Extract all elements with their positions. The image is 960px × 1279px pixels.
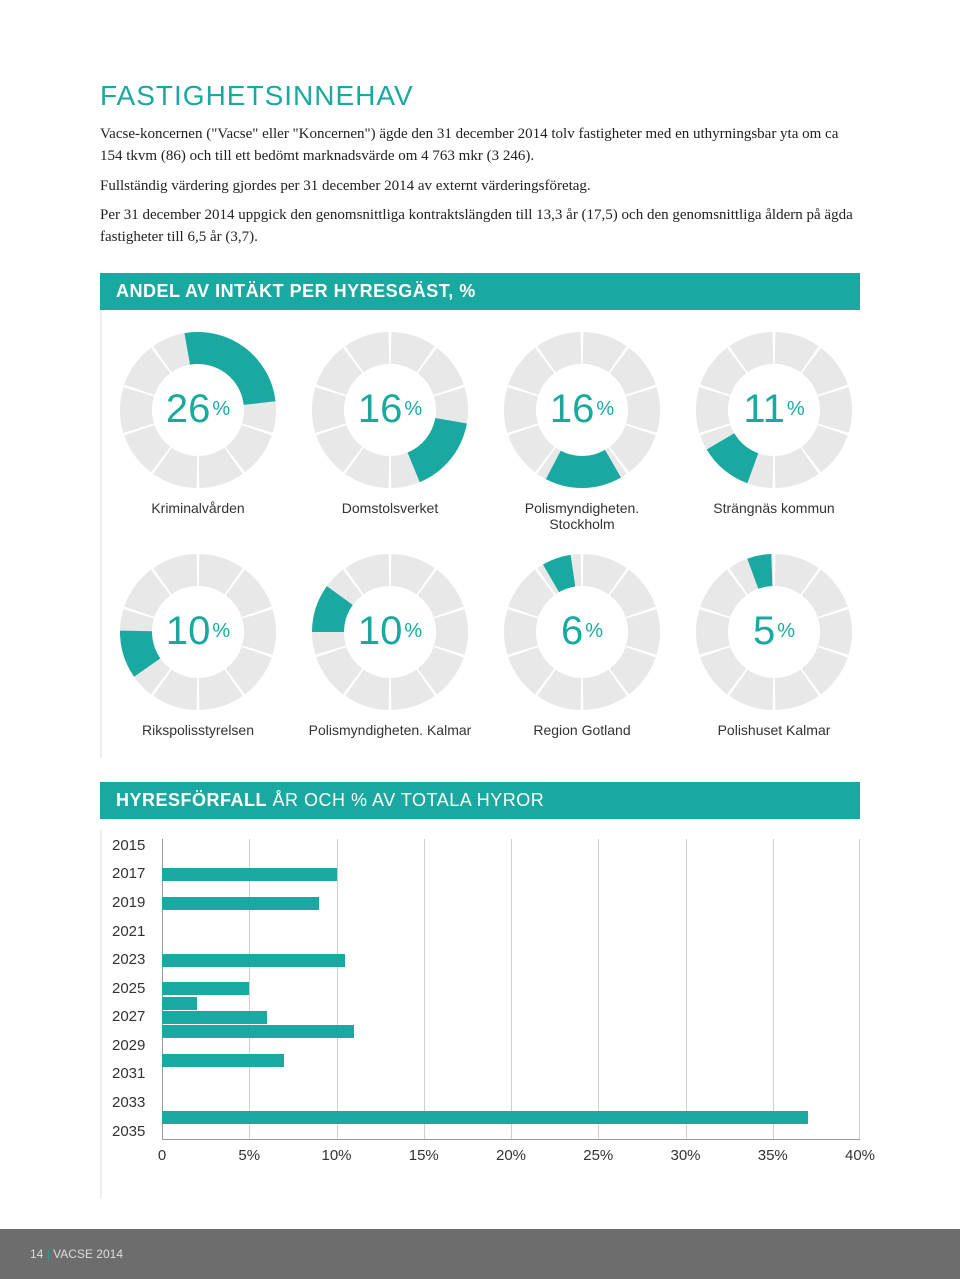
bar-x-label: 10%: [321, 1147, 351, 1164]
donut-chart: 16%: [502, 330, 662, 490]
bar-banner-bold: HYRESFÖRFALL: [116, 790, 267, 810]
donut-label: Region Gotland: [533, 722, 630, 738]
donut-chart: 11%: [694, 330, 854, 490]
donut-value: 26%: [118, 330, 278, 490]
donut-chart: 26%: [118, 330, 278, 490]
donut-label: Polismyndigheten. Kalmar: [309, 722, 472, 738]
donut-chart: 5%: [694, 552, 854, 712]
donut-cell: 10% Polismyndigheten. Kalmar: [304, 552, 476, 738]
donut-label: Polismyndigheten. Stockholm: [496, 500, 668, 532]
bar-y-label: 2033: [112, 1094, 145, 1111]
bar: [162, 982, 249, 995]
bar: [162, 954, 345, 967]
intro-paragraph: Per 31 december 2014 uppgick den genomsn…: [100, 205, 860, 249]
bar: [162, 868, 337, 881]
donut-cell: 26% Kriminalvården: [112, 330, 284, 532]
donut-cell: 5% Polishuset Kalmar: [688, 552, 860, 738]
donut-value: 16%: [502, 330, 662, 490]
donut-chart: 16%: [310, 330, 470, 490]
donut-label: Strängnäs kommun: [713, 500, 834, 516]
intro-paragraphs: Vacse-koncernen ("Vacse" eller "Koncerne…: [100, 124, 860, 249]
bar-y-label: 2021: [112, 923, 145, 940]
donut-cell: 16% Domstolsverket: [304, 330, 476, 532]
bar-x-label: 20%: [496, 1147, 526, 1164]
bar-y-label: 2025: [112, 980, 145, 997]
footer-brand: VACSE: [53, 1247, 93, 1261]
bar-bars: [162, 839, 860, 1139]
donut-banner: ANDEL AV INTÄKT PER HYRESGÄST, %: [100, 273, 860, 310]
page-title: FASTIGHETSINNEHAV: [100, 80, 860, 112]
footer-year: 2014: [96, 1247, 123, 1261]
bar-y-label: 2027: [112, 1008, 145, 1025]
bar-y-label: 2035: [112, 1123, 145, 1140]
bar-y-label: 2029: [112, 1037, 145, 1054]
bar-banner-thin: ÅR OCH % AV TOTALA HYROR: [267, 790, 544, 810]
donut-value: 10%: [118, 552, 278, 712]
bar-x-label: 25%: [583, 1147, 613, 1164]
bar-x-label: 15%: [409, 1147, 439, 1164]
page-footer: 14 | VACSE 2014: [0, 1229, 960, 1279]
donut-cell: 10% Rikspolisstyrelsen: [112, 552, 284, 738]
bar: [162, 897, 319, 910]
bar-x-label: 40%: [845, 1147, 875, 1164]
bar-y-label: 2031: [112, 1065, 145, 1082]
donut-chart: 10%: [310, 552, 470, 712]
footer-page: 14: [30, 1247, 43, 1261]
bar-y-label: 2019: [112, 894, 145, 911]
bar: [162, 1054, 284, 1067]
donut-label: Domstolsverket: [342, 500, 438, 516]
intro-paragraph: Vacse-koncernen ("Vacse" eller "Koncerne…: [100, 124, 860, 168]
donut-chart: 10%: [118, 552, 278, 712]
donut-value: 5%: [694, 552, 854, 712]
bar-x-label: 35%: [758, 1147, 788, 1164]
donut-label: Polishuset Kalmar: [718, 722, 831, 738]
donut-cell: 6% Region Gotland: [496, 552, 668, 738]
donut-cell: 11% Strängnäs kommun: [688, 330, 860, 532]
donut-cell: 16% Polismyndigheten. Stockholm: [496, 330, 668, 532]
donut-value: 11%: [694, 330, 854, 490]
bar: [162, 997, 197, 1010]
donut-label: Kriminalvården: [151, 500, 244, 516]
bar-y-label: 2015: [112, 837, 145, 854]
donut-value: 6%: [502, 552, 662, 712]
intro-paragraph: Fullständig värdering gjordes per 31 dec…: [100, 176, 860, 198]
donut-value: 10%: [310, 552, 470, 712]
bar-x-label: 0: [158, 1147, 166, 1164]
donut-grid: 26% Kriminalvården 16% Domstolsverket 16% Pol…: [100, 310, 860, 758]
bar-y-label: 2017: [112, 865, 145, 882]
bar-banner: HYRESFÖRFALL ÅR OCH % AV TOTALA HYROR: [100, 782, 860, 819]
bar: [162, 1111, 808, 1124]
bar-x-label: 30%: [670, 1147, 700, 1164]
donut-value: 16%: [310, 330, 470, 490]
bar-baseline: [162, 1139, 860, 1140]
donut-chart: 6%: [502, 552, 662, 712]
bar-x-label: 5%: [238, 1147, 260, 1164]
donut-label: Rikspolisstyrelsen: [142, 722, 254, 738]
bar-chart: 2015 2017 2019 2021 2023 2025 2027 2029 2031 2033…: [100, 829, 860, 1199]
bar-y-label: 2023: [112, 951, 145, 968]
bar: [162, 1011, 267, 1024]
bar: [162, 1025, 354, 1038]
